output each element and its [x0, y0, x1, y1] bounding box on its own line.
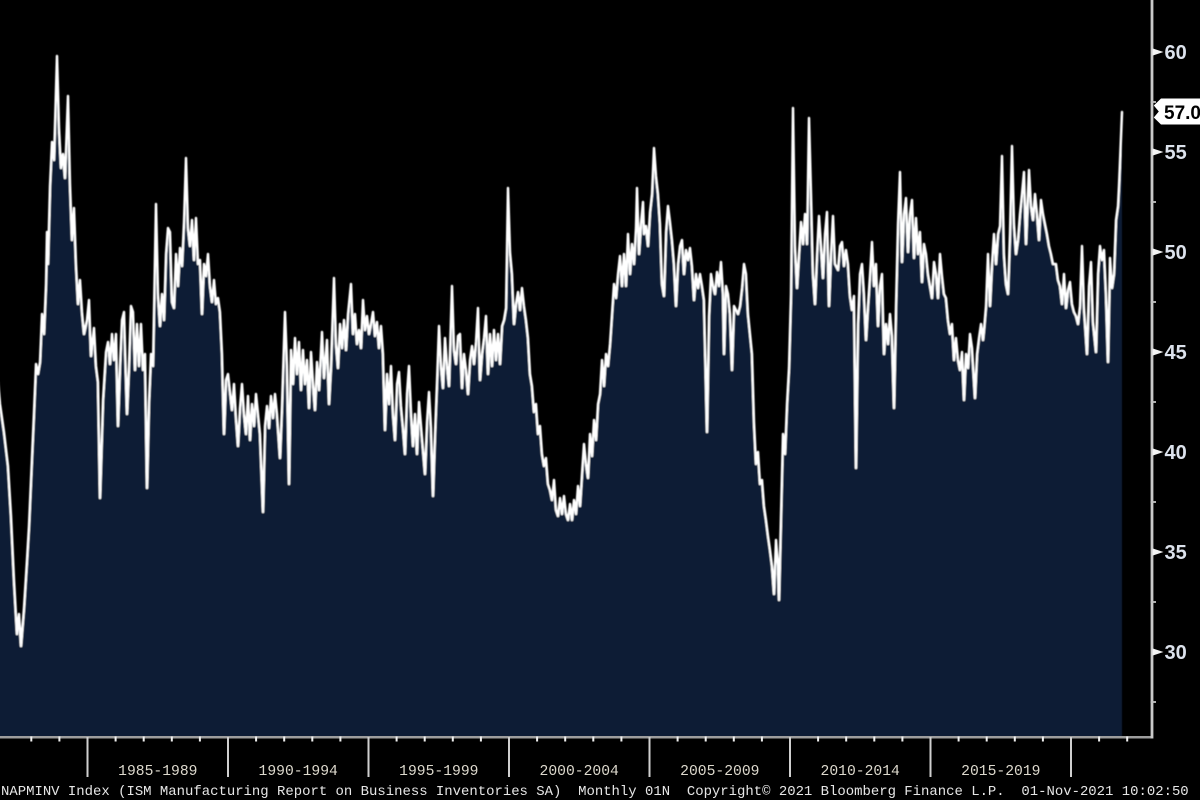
svg-text:2000-2004: 2000-2004: [540, 764, 620, 780]
svg-text:1995-1999: 1995-1999: [399, 764, 478, 780]
svg-text:35: 35: [1165, 542, 1187, 564]
svg-text:45: 45: [1165, 342, 1187, 364]
svg-text:2005-2009: 2005-2009: [680, 764, 759, 780]
svg-text:2015-2019: 2015-2019: [961, 764, 1040, 780]
svg-text:1985-1989: 1985-1989: [118, 764, 197, 780]
svg-text:57.0: 57.0: [1164, 103, 1200, 124]
svg-text:50: 50: [1165, 242, 1187, 264]
svg-text:30: 30: [1165, 642, 1187, 664]
svg-text:2010-2014: 2010-2014: [821, 764, 901, 780]
svg-text:55: 55: [1165, 142, 1187, 164]
svg-text:40: 40: [1165, 442, 1187, 464]
svg-text:1990-1994: 1990-1994: [259, 764, 339, 780]
svg-text:60: 60: [1165, 42, 1187, 64]
